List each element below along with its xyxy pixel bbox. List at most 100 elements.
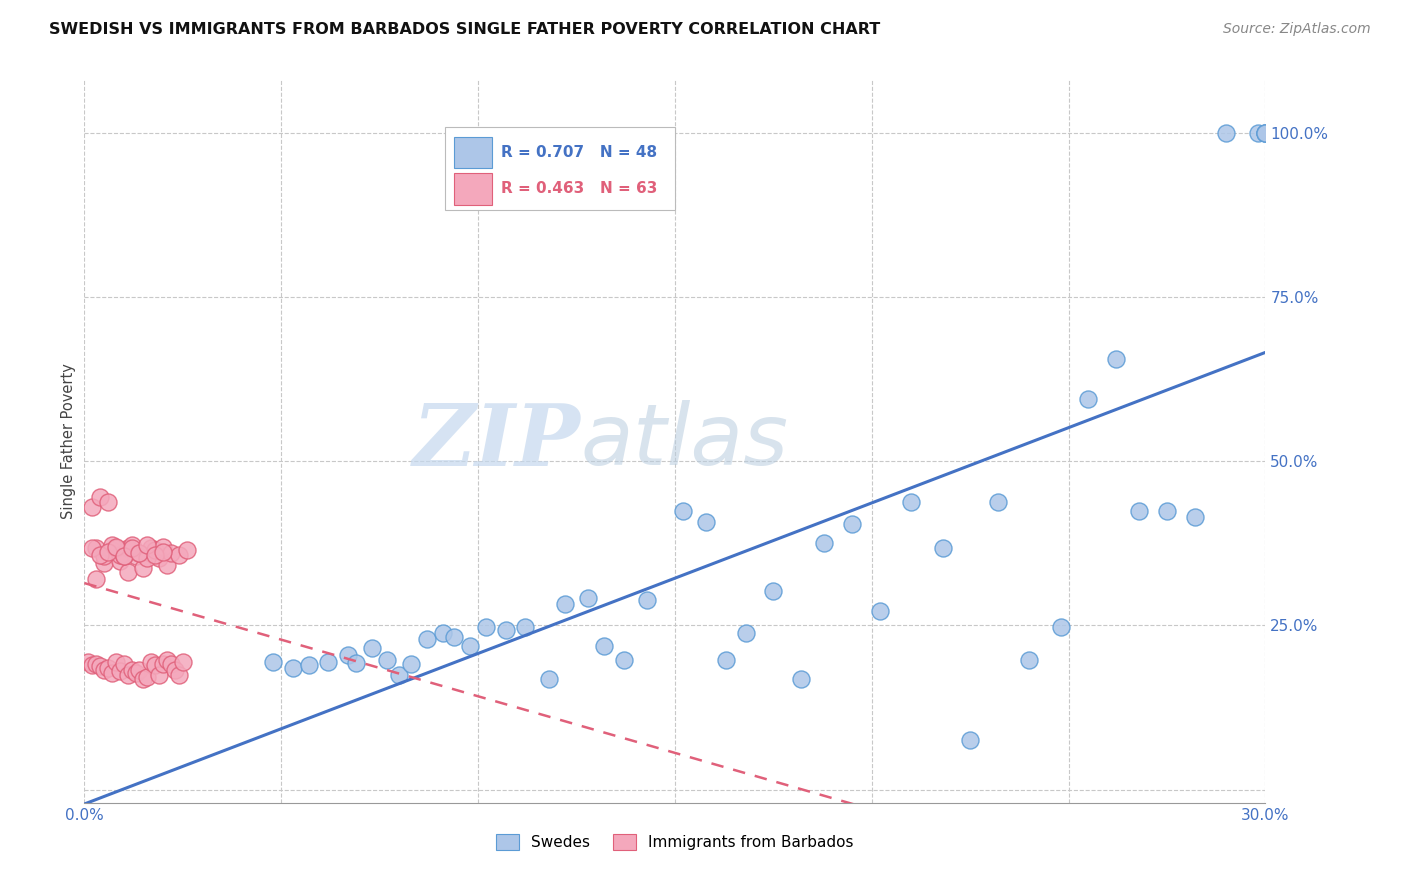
Point xyxy=(97,661,120,675)
Point xyxy=(108,665,131,679)
Point xyxy=(112,549,135,564)
Point xyxy=(1105,352,1128,367)
Point xyxy=(136,551,159,566)
Point xyxy=(152,657,174,671)
Point xyxy=(790,673,813,687)
Point xyxy=(613,652,636,666)
Point xyxy=(734,626,756,640)
Point xyxy=(104,540,127,554)
Point xyxy=(458,640,481,654)
Point xyxy=(841,516,863,531)
Point xyxy=(593,640,616,654)
Point xyxy=(148,551,170,566)
Point xyxy=(714,652,737,666)
FancyBboxPatch shape xyxy=(454,136,492,169)
Point xyxy=(1215,126,1237,140)
Point xyxy=(1049,620,1071,634)
Point xyxy=(117,541,139,555)
Point xyxy=(89,659,111,673)
Text: Source: ZipAtlas.com: Source: ZipAtlas.com xyxy=(1223,22,1371,37)
Point xyxy=(443,630,465,644)
Point xyxy=(869,604,891,618)
Point xyxy=(377,652,399,666)
Point xyxy=(93,549,115,564)
Point xyxy=(132,560,155,574)
Point xyxy=(672,503,695,517)
Point xyxy=(136,670,159,684)
Point xyxy=(124,549,146,564)
Point xyxy=(101,665,124,680)
Point xyxy=(167,667,190,681)
Text: ZIP: ZIP xyxy=(412,400,581,483)
FancyBboxPatch shape xyxy=(454,173,492,204)
Point xyxy=(124,665,146,680)
Point xyxy=(82,541,104,555)
Point xyxy=(399,657,422,671)
Point xyxy=(167,548,190,562)
Point xyxy=(84,541,107,555)
Point xyxy=(160,546,183,560)
Point xyxy=(1128,503,1150,517)
Point xyxy=(82,500,104,515)
Text: atlas: atlas xyxy=(581,400,789,483)
Point xyxy=(1246,126,1268,140)
Point xyxy=(959,733,981,747)
Point xyxy=(298,657,321,672)
Point xyxy=(1254,126,1277,140)
Point xyxy=(112,657,135,671)
Point xyxy=(97,545,120,559)
Point xyxy=(762,584,785,599)
Point xyxy=(101,538,124,552)
Text: R = 0.463   N = 63: R = 0.463 N = 63 xyxy=(502,181,658,196)
Point xyxy=(337,648,360,662)
Point xyxy=(176,542,198,557)
Point xyxy=(515,620,537,634)
Legend: Swedes, Immigrants from Barbados: Swedes, Immigrants from Barbados xyxy=(489,829,860,856)
Point xyxy=(475,620,498,634)
Point xyxy=(160,657,183,671)
Point xyxy=(143,657,166,672)
Point xyxy=(1254,126,1277,140)
Point xyxy=(163,663,186,677)
Point xyxy=(82,657,104,672)
Point xyxy=(172,655,194,669)
Point xyxy=(360,641,382,656)
Point xyxy=(931,541,953,555)
Point xyxy=(89,548,111,562)
Point xyxy=(89,491,111,505)
Point xyxy=(344,656,367,670)
Point xyxy=(1184,510,1206,524)
Point xyxy=(128,546,150,560)
Point xyxy=(432,626,454,640)
Point xyxy=(143,548,166,562)
Point xyxy=(132,673,155,687)
Point xyxy=(104,541,127,555)
Point xyxy=(1077,392,1099,406)
Point xyxy=(84,573,107,587)
Point xyxy=(636,593,658,607)
Point xyxy=(104,655,127,669)
Point xyxy=(695,515,717,529)
Point xyxy=(143,542,166,557)
Point xyxy=(128,663,150,677)
Point xyxy=(156,558,179,572)
Point xyxy=(93,556,115,570)
Point xyxy=(1254,126,1277,140)
Point xyxy=(128,546,150,560)
Point xyxy=(1156,503,1178,517)
Point xyxy=(152,545,174,559)
Point xyxy=(108,554,131,568)
Point xyxy=(900,495,922,509)
Point xyxy=(141,541,163,555)
Point xyxy=(117,667,139,681)
Point xyxy=(84,657,107,671)
Text: SWEDISH VS IMMIGRANTS FROM BARBADOS SINGLE FATHER POVERTY CORRELATION CHART: SWEDISH VS IMMIGRANTS FROM BARBADOS SING… xyxy=(49,22,880,37)
Point xyxy=(156,652,179,666)
Point xyxy=(121,538,143,552)
Point xyxy=(93,663,115,677)
Point xyxy=(576,591,599,605)
Point xyxy=(112,549,135,564)
Point xyxy=(121,663,143,677)
Point xyxy=(987,495,1010,509)
Point xyxy=(152,540,174,554)
